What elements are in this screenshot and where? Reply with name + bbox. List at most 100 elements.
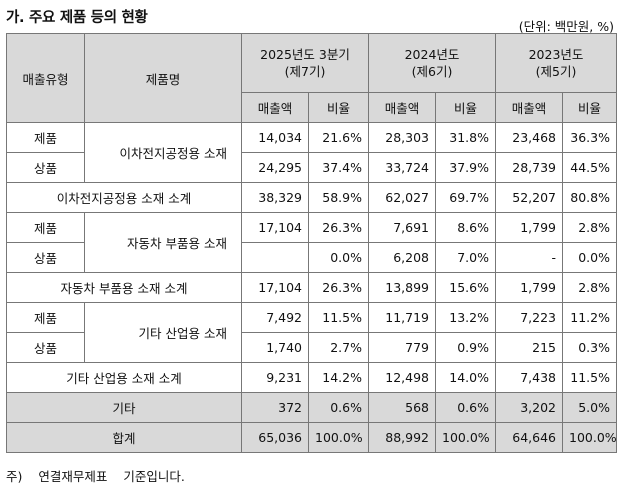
value-cell: 7,691 bbox=[368, 212, 436, 243]
footnote: 주) 연결재무제표 기준입니다. bbox=[6, 466, 185, 485]
header-ratio: 비율 bbox=[562, 92, 617, 123]
value-cell: 11.5% bbox=[562, 362, 617, 393]
unit-note: (단위: 백만원, %) bbox=[518, 19, 614, 34]
total-label: 합계 bbox=[6, 422, 242, 453]
value-cell: 37.9% bbox=[435, 152, 496, 183]
value-cell: 88,992 bbox=[368, 422, 436, 453]
value-cell: 779 bbox=[368, 332, 436, 363]
value-cell: 21.6% bbox=[308, 122, 369, 153]
value-cell: 31.8% bbox=[435, 122, 496, 153]
other-label: 기타 bbox=[6, 392, 242, 423]
header-year-2024: 2024년도 (제6기) bbox=[368, 33, 496, 93]
value-cell: 14,034 bbox=[241, 122, 309, 153]
value-cell: 80.8% bbox=[562, 182, 617, 213]
sales-type-cell: 제품 bbox=[6, 302, 85, 333]
value-cell: 17,104 bbox=[241, 272, 309, 303]
product-name-cell: 기타 산업용 소재 bbox=[84, 302, 242, 363]
header-sales: 매출액 bbox=[495, 92, 563, 123]
value-cell: 1,799 bbox=[495, 272, 563, 303]
value-cell: - bbox=[495, 242, 563, 273]
header-ratio: 비율 bbox=[308, 92, 369, 123]
value-cell: 38,329 bbox=[241, 182, 309, 213]
value-cell: 7,438 bbox=[495, 362, 563, 393]
value-cell: 62,027 bbox=[368, 182, 436, 213]
header-product: 제품명 bbox=[84, 33, 242, 123]
value-cell: 7,492 bbox=[241, 302, 309, 333]
value-cell: 36.3% bbox=[562, 122, 617, 153]
value-cell: 6,208 bbox=[368, 242, 436, 273]
value-cell: 0.0% bbox=[308, 242, 369, 273]
sales-type-cell: 제품 bbox=[6, 122, 85, 153]
value-cell: 13,899 bbox=[368, 272, 436, 303]
subtotal-row: 자동차 부품용 소재 소계 17,104 26.3% 13,899 15.6% … bbox=[6, 272, 617, 303]
value-cell: 2.8% bbox=[562, 212, 617, 243]
value-cell: 11,719 bbox=[368, 302, 436, 333]
value-cell: 11.2% bbox=[562, 302, 617, 333]
value-cell: 64,646 bbox=[495, 422, 563, 453]
value-cell: 37.4% bbox=[308, 152, 369, 183]
value-cell: 11.5% bbox=[308, 302, 369, 333]
value-cell: 2.7% bbox=[308, 332, 369, 363]
value-cell: 100.0% bbox=[308, 422, 369, 453]
subtotal-label: 자동차 부품용 소재 소계 bbox=[6, 272, 242, 303]
value-cell: 7,223 bbox=[495, 302, 563, 333]
value-cell: 3,202 bbox=[495, 392, 563, 423]
value-cell: 0.9% bbox=[435, 332, 496, 363]
table-row: 제품 자동차 부품용 소재 17,104 26.3% 7,691 8.6% 1,… bbox=[6, 212, 617, 273]
value-cell: 23,468 bbox=[495, 122, 563, 153]
product-sales-table: 매출유형 제품명 2025년도 3분기 (제7기) 2024년도 (제6기) 202… bbox=[6, 33, 617, 453]
product-name-cell: 이차전지공정용 소재 bbox=[84, 122, 242, 183]
other-row: 기타 372 0.6% 568 0.6% 3,202 5.0% bbox=[6, 392, 617, 423]
header-year-2025q3: 2025년도 3분기 (제7기) bbox=[241, 33, 369, 93]
value-cell: 5.0% bbox=[562, 392, 617, 423]
value-cell: 44.5% bbox=[562, 152, 617, 183]
footnote-text: 연결재무제표 기준입니다. bbox=[38, 469, 185, 484]
value-cell: 58.9% bbox=[308, 182, 369, 213]
header-type: 매출유형 bbox=[6, 33, 85, 123]
value-cell: 7.0% bbox=[435, 242, 496, 273]
table-row: 제품 이차전지공정용 소재 14,034 21.6% 28,303 31.8% … bbox=[6, 122, 617, 183]
subtotal-label: 기타 산업용 소재 소계 bbox=[6, 362, 242, 393]
sales-type-cell: 상품 bbox=[6, 332, 85, 363]
value-cell: 14.2% bbox=[308, 362, 369, 393]
value-cell: 33,724 bbox=[368, 152, 436, 183]
value-cell: 13.2% bbox=[435, 302, 496, 333]
value-cell: 100.0% bbox=[562, 422, 617, 453]
value-cell: 8.6% bbox=[435, 212, 496, 243]
value-cell: 0.3% bbox=[562, 332, 617, 363]
sales-type-cell: 상품 bbox=[6, 242, 85, 273]
value-cell: 372 bbox=[241, 392, 309, 423]
value-cell: 215 bbox=[495, 332, 563, 363]
value-cell: 28,739 bbox=[495, 152, 563, 183]
value-cell: 65,036 bbox=[241, 422, 309, 453]
total-row: 합계 65,036 100.0% 88,992 100.0% 64,646 10… bbox=[6, 422, 617, 453]
table-row: 상품 24,295 37.4% 33,724 37.9% 28,739 44.5… bbox=[6, 152, 617, 183]
value-cell: 24,295 bbox=[241, 152, 309, 183]
value-cell: 26.3% bbox=[308, 212, 369, 243]
value-cell: 15.6% bbox=[435, 272, 496, 303]
value-cell: 14.0% bbox=[435, 362, 496, 393]
header-sales: 매출액 bbox=[241, 92, 309, 123]
value-cell: 12,498 bbox=[368, 362, 436, 393]
value-cell: 0.6% bbox=[435, 392, 496, 423]
value-cell: 1,740 bbox=[241, 332, 309, 363]
sales-type-cell: 제품 bbox=[6, 212, 85, 243]
value-cell: 1,799 bbox=[495, 212, 563, 243]
value-cell: 0.6% bbox=[308, 392, 369, 423]
section-title: 가. 주요 제품 등의 현황 bbox=[6, 10, 148, 26]
product-name-cell: 자동차 부품용 소재 bbox=[84, 212, 242, 273]
subtotal-label: 이차전지공정용 소재 소계 bbox=[6, 182, 242, 213]
footnote-mark: 주) bbox=[6, 469, 23, 484]
value-cell: 26.3% bbox=[308, 272, 369, 303]
value-cell: 9,231 bbox=[241, 362, 309, 393]
value-cell: 17,104 bbox=[241, 212, 309, 243]
table-row: 제품 기타 산업용 소재 7,492 11.5% 11,719 13.2% 7,… bbox=[6, 302, 617, 363]
subtotal-row: 기타 산업용 소재 소계 9,231 14.2% 12,498 14.0% 7,… bbox=[6, 362, 617, 393]
value-cell: 0.0% bbox=[562, 242, 617, 273]
header-sales: 매출액 bbox=[368, 92, 436, 123]
sales-type-cell: 상품 bbox=[6, 152, 85, 183]
value-cell: 52,207 bbox=[495, 182, 563, 213]
header-year-2023: 2023년도 (제5기) bbox=[495, 33, 617, 93]
value-cell: 28,303 bbox=[368, 122, 436, 153]
value-cell: 100.0% bbox=[435, 422, 496, 453]
